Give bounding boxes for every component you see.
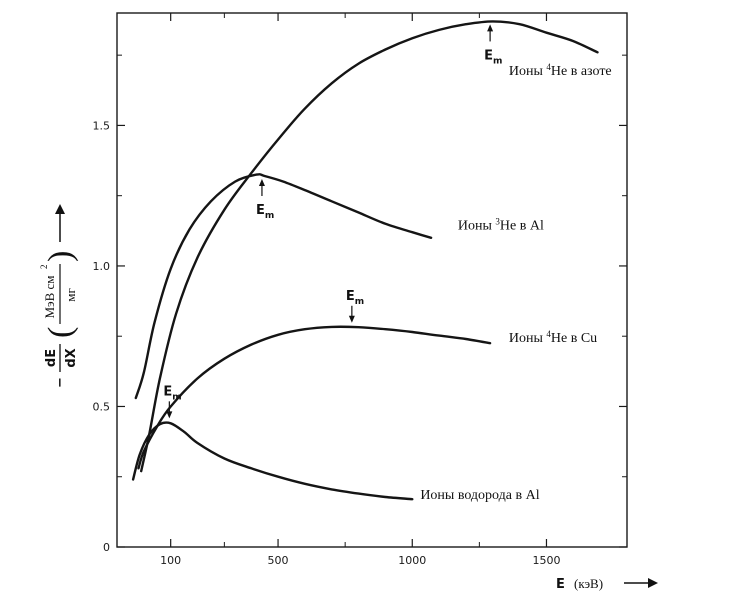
series-label-he4-nitrogen: Ионы 4He в азоте: [509, 62, 612, 79]
y-axis-unit-denominator: мг: [63, 288, 78, 302]
series-line-hydrogen-aluminium: [131, 421, 414, 501]
em-label-symbol: E: [346, 289, 355, 304]
y-axis-numerator: dE: [44, 349, 59, 367]
x-axis-unit: (кэВ): [574, 576, 603, 591]
em-arrow-icon: [487, 24, 494, 32]
series-label-sup: 4: [546, 62, 551, 72]
y-axis-unit-power: 2: [39, 265, 49, 270]
series-line-he3-aluminium: [134, 173, 433, 400]
em-marker-he4-nitrogen: Em: [484, 24, 502, 66]
x-tick-label: 500: [268, 554, 289, 567]
em-marker-he3-aluminium: Em: [256, 179, 274, 221]
y-tick-label: 0: [103, 541, 110, 554]
em-label-symbol: E: [484, 48, 493, 63]
series-label-prefix: Ионы: [509, 64, 547, 79]
em-arrow-icon: [258, 179, 265, 187]
svg-text:(: (: [42, 327, 79, 338]
em-label: Em: [256, 203, 274, 221]
series-label-suffix: He в Al: [500, 218, 544, 233]
series-label-prefix: Ионы водорода в Al: [420, 488, 539, 503]
em-label-symbol: E: [256, 203, 265, 218]
em-label-symbol: E: [163, 384, 172, 399]
em-label-sub: m: [493, 56, 502, 66]
em-label-sub: m: [265, 211, 274, 221]
em-label: Em: [484, 48, 502, 66]
y-axis-ticks: 0 0.5 1.0 1.5: [93, 54, 627, 554]
x-axis-arrow-icon: [648, 578, 658, 588]
x-tick-label: 1500: [532, 554, 560, 567]
x-axis-title: E (кэВ): [556, 576, 658, 592]
series-label-suffix: He в азоте: [551, 64, 612, 79]
series-label-sup: 3: [495, 216, 500, 226]
em-arrow-icon: [348, 315, 355, 323]
y-axis-unit-numerator: МэВ см: [42, 275, 57, 318]
series-line-he4-nitrogen: [140, 20, 599, 473]
y-axis-arrow-icon: [55, 204, 65, 214]
y-axis-minus: −: [53, 377, 68, 388]
x-tick-label: 100: [160, 554, 181, 567]
series-label-sup: 4: [546, 329, 551, 339]
series-label-he3-aluminium: Ионы 3He в Al: [458, 216, 544, 233]
x-axis-symbol: E: [556, 577, 565, 592]
x-axis-ticks: 100 500 1000 1500: [160, 13, 560, 567]
plot-border: [116, 12, 628, 548]
y-tick-label: 1.5: [93, 119, 111, 132]
em-label-sub: m: [355, 297, 364, 307]
svg-text:): ): [42, 251, 79, 262]
em-arrow-icon: [166, 411, 173, 419]
em-label: Em: [346, 289, 364, 307]
series-line-he4-copper: [137, 325, 492, 470]
series-lines: [131, 20, 599, 501]
series-label-suffix: He в Cu: [551, 331, 597, 346]
plot-frame: [116, 12, 628, 548]
series-label-prefix: Ионы: [509, 331, 547, 346]
series-label-prefix: Ионы: [458, 218, 496, 233]
em-marker-he4-copper: Em: [346, 289, 364, 323]
y-tick-label: 1.0: [93, 260, 111, 273]
series-label-hydrogen-aluminium: Ионы водорода в Al: [420, 488, 539, 503]
y-axis-title: − dE dX ( МэВ см 2 мг ): [39, 204, 79, 388]
em-marker-hydrogen-aluminium: Em: [163, 384, 182, 419]
y-tick-label: 0.5: [93, 400, 111, 413]
series-label-he4-copper: Ионы 4He в Cu: [509, 329, 597, 346]
em-label-sub: m: [172, 392, 181, 402]
y-axis-denominator: dX: [64, 348, 79, 367]
x-tick-label: 1000: [398, 554, 426, 567]
em-label: Em: [163, 384, 181, 402]
